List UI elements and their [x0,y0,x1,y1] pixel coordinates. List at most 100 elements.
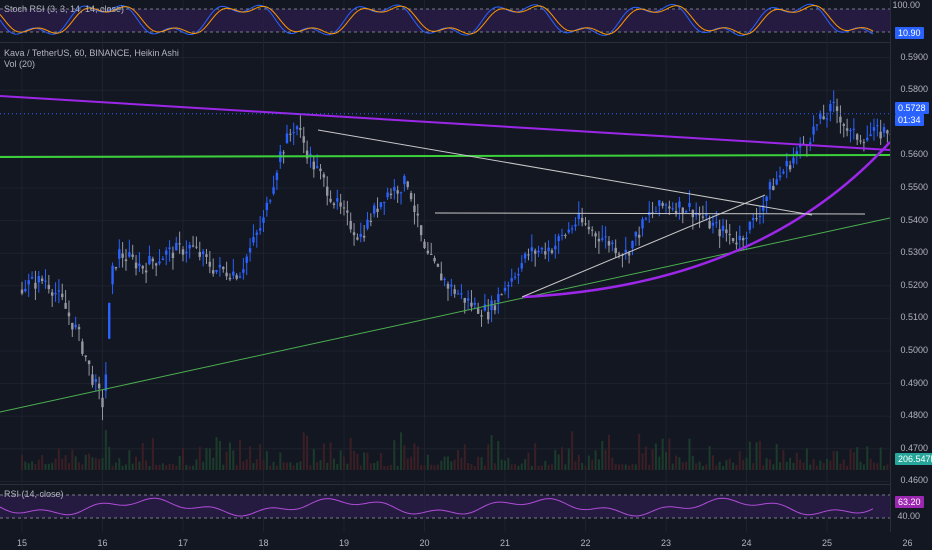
volume-bar [379,453,382,470]
candle [866,137,869,141]
volume-bar [245,459,248,470]
candle [315,166,319,168]
pane-separator[interactable] [0,42,932,43]
candle [24,288,27,292]
candle [248,248,252,253]
candle [242,269,245,273]
rsi-value-badge: 63.20 [895,496,924,508]
volume-bar [644,446,647,470]
candle [480,315,483,317]
volume-bar [497,440,500,470]
volume-bar [799,459,802,470]
candle [812,126,815,135]
volume-bar [651,449,654,470]
stoch-top-tick: 100.00 [892,0,920,10]
time-tick: 18 [258,538,269,548]
volume-bar [815,465,818,470]
candle [84,355,87,357]
candle [463,298,466,303]
candle [342,207,346,209]
candle [289,133,292,135]
stoch-rsi-label: Stoch RSI (3, 3, 14, 14, close) [4,4,125,14]
candle [664,204,668,206]
volume-bar [705,464,708,470]
volume-bar [557,454,560,470]
candle [456,293,460,295]
candle [440,273,443,281]
volume-bar [148,465,151,470]
candle [765,196,768,202]
candle [265,202,269,211]
candle [533,250,537,254]
volume-bar [366,452,369,470]
volume-bar [383,465,386,470]
volume-bar [108,446,111,470]
candle [336,198,339,202]
volume-bar [296,462,299,470]
volume-bar [155,464,158,470]
volume-bar [738,451,741,470]
candle [238,276,242,278]
volume-bar [883,465,886,470]
candle [205,254,208,257]
candle [188,244,191,249]
price-tick: 0.5500 [900,182,928,193]
volume-bar [537,465,540,470]
candle [755,218,758,220]
candle [141,266,144,269]
candle [487,311,490,320]
volume-bar [607,434,610,470]
candle [386,192,389,198]
volume-bar [413,443,416,470]
white-trendline [317,129,813,216]
volume-bar [718,461,721,470]
candle [81,341,84,354]
volume-bar [745,457,748,470]
volume-bar [748,441,751,470]
candle [319,168,322,172]
volume-bar [789,457,792,470]
volume-bar [614,463,617,470]
pane-separator[interactable] [0,484,932,485]
volume-bar [802,462,805,470]
candle [255,232,258,235]
candle [809,142,812,145]
volume-bar [195,459,198,470]
volume-bar [671,463,674,470]
candle [61,293,64,298]
price-tick: 0.5600 [900,149,928,160]
volume-bar [792,462,795,470]
price-axis[interactable] [890,0,932,532]
candle [564,234,567,236]
candle [617,253,621,255]
candle [641,219,644,229]
candle [523,253,527,259]
candle [728,234,731,236]
candle [97,383,101,389]
candle [627,252,631,256]
candle [275,172,279,180]
volume-bar [336,464,339,470]
time-tick: 20 [419,538,430,548]
stoch-value-badge: 10.90 [895,27,924,39]
candle [450,284,453,287]
candle [128,252,131,257]
volume-bar [192,465,195,470]
candle [550,250,554,253]
candle [124,259,128,262]
volume-bar [54,458,57,470]
volume-bar [530,465,533,470]
symbol-title[interactable]: Kava / TetherUS, 60, BINANCE, Heikin Ash… [4,48,179,58]
volume-bar [292,465,295,470]
candle [507,285,510,287]
volume-bar [594,450,597,470]
candle [87,360,91,365]
volume-bar [524,459,527,470]
candle [101,397,104,408]
candle [470,302,473,307]
candle [282,152,285,154]
volume-bar [450,461,453,470]
candle [735,242,738,245]
volume-bar [353,450,356,470]
